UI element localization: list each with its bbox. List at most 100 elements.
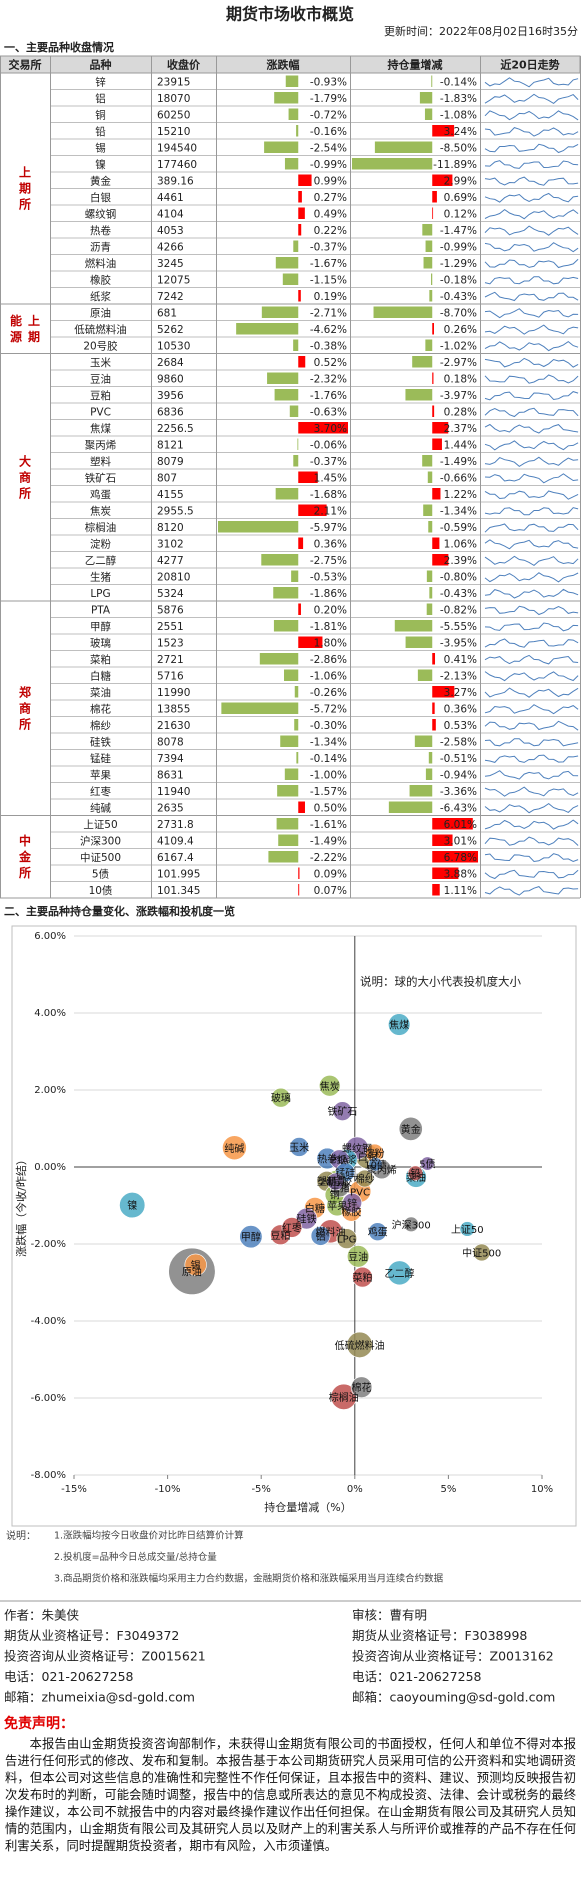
data-bar [432, 372, 434, 384]
commodity-name: 淀粉 [90, 537, 111, 550]
close-price: 2635 [157, 802, 184, 814]
note: 1.涨跌幅均按今日收盘价对比昨日结算价计算 [54, 1530, 244, 1542]
data-bar [432, 719, 436, 731]
notes-title: 说明： [6, 1529, 36, 1542]
sparkline [484, 836, 579, 846]
note: 2.投机度=品种今日总成交量/总持仓量 [54, 1551, 217, 1563]
commodity-name: 焦煤 [90, 422, 111, 435]
oi-change-pct: 1.11% [444, 885, 477, 897]
change-pct: -2.71% [310, 307, 347, 319]
credit: 邮箱：zhumeixia@sd-gold.com [4, 1690, 195, 1705]
oi-change-pct: 0.53% [444, 720, 477, 732]
data-bar [294, 686, 299, 698]
bubble-label: 燃料油 [316, 1225, 346, 1238]
oi-change-pct: -0.66% [440, 472, 477, 484]
change-pct: 0.49% [314, 208, 347, 220]
sparkline [484, 754, 579, 763]
data-bar [296, 752, 299, 764]
oi-change-pct: -0.18% [440, 274, 477, 286]
change-pct: -1.81% [310, 621, 347, 633]
bubble [119, 1192, 146, 1219]
sparkline [484, 258, 579, 269]
bubble [289, 1137, 310, 1157]
x-tick-label: 10% [531, 1484, 553, 1495]
bubble-label: 豆油 [348, 1250, 368, 1263]
commodity-name: 乙二醇 [85, 554, 117, 567]
close-price: 4104 [157, 208, 184, 220]
data-bar [373, 306, 433, 318]
y-tick-label: 6.00% [34, 931, 66, 942]
credit: 审核：曹有明 [352, 1608, 427, 1623]
sparkline [484, 539, 579, 550]
oi-change-pct: -1.47% [440, 225, 477, 237]
title: 期货市场收市概览 [226, 5, 354, 24]
updated: 更新时间：2022年08月02日16时35分 [384, 24, 578, 38]
sparkline [484, 886, 579, 896]
close-price: 807 [157, 472, 177, 484]
close-price: 7242 [157, 291, 184, 303]
data-bar [273, 620, 299, 632]
close-price: 389.16 [157, 175, 194, 187]
commodity-name: LPG [90, 588, 110, 600]
data-bar [284, 158, 299, 170]
data-bar [428, 752, 433, 764]
data-bar [274, 92, 299, 104]
change-pct: -1.06% [310, 670, 347, 682]
close-price: 6167.4 [157, 852, 194, 864]
data-bar [422, 455, 433, 467]
commodity-name: 铝 [95, 92, 106, 105]
change-pct: -0.16% [310, 126, 347, 138]
y-tick-label: -2.00% [31, 1239, 66, 1250]
data-bar [419, 92, 433, 104]
data-bar [298, 207, 305, 219]
change-pct: 1.80% [314, 637, 347, 649]
credit: 电话：021-20627258 [352, 1669, 482, 1684]
bubble-label: 中证500 [462, 1246, 501, 1259]
bubble [368, 1157, 383, 1172]
oi-change-pct: -2.13% [440, 670, 477, 682]
bubble-label: 菜油 [406, 1171, 426, 1184]
close-price: 194540 [157, 142, 197, 154]
oi-change-pct: -1.49% [440, 456, 477, 468]
data-bar [273, 587, 299, 599]
data-bar [298, 290, 301, 302]
data-bar [276, 818, 299, 830]
bubble [184, 1253, 207, 1276]
data-bar [291, 570, 299, 582]
data-bar [423, 257, 433, 269]
close-price: 5716 [157, 670, 184, 682]
change-pct: 0.09% [314, 868, 347, 880]
credit: 作者：朱美侠 [4, 1608, 80, 1623]
oi-change-pct: 0.26% [444, 324, 477, 336]
close-price: 4266 [157, 241, 184, 253]
change-pct: -4.62% [310, 324, 347, 336]
commodity-name: 原油 [90, 306, 111, 319]
data-bar [425, 339, 433, 351]
oi-change-pct: 0.41% [444, 654, 477, 666]
bubble-label: 黄金 [401, 1123, 421, 1136]
sparkline [484, 127, 579, 137]
bubble-label: 淀粉 [365, 1147, 385, 1160]
change-pct: 0.19% [314, 291, 347, 303]
y-axis-title: 涨跌幅（今收/昨结） [14, 1154, 28, 1257]
oi-change-pct: 1.44% [444, 439, 477, 451]
oi-change-pct: 0.28% [444, 406, 477, 418]
change-pct: -1.86% [310, 588, 347, 600]
bubble-label: 棕榈油 [329, 1391, 359, 1404]
bubble-label: PTA [330, 1155, 348, 1166]
change-pct: -2.54% [310, 142, 347, 154]
bubble-label: 鸡蛋 [368, 1226, 388, 1239]
commodity-name: 白糖 [90, 669, 111, 682]
bubble [336, 1228, 358, 1249]
data-bar [432, 125, 455, 137]
column-header: 品种 [90, 58, 112, 72]
bubble-label: 5债 [419, 1158, 435, 1171]
sparkline [484, 786, 579, 797]
sparkline [484, 423, 579, 434]
data-bar [261, 554, 299, 566]
change-pct: -1.15% [310, 274, 347, 286]
close-price: 4461 [157, 192, 184, 204]
chart-note: 说明：球的大小代表投机度大小 [360, 975, 521, 989]
oi-change-pct: 1.06% [444, 538, 477, 550]
bubble-label: 纸浆 [337, 1154, 357, 1167]
